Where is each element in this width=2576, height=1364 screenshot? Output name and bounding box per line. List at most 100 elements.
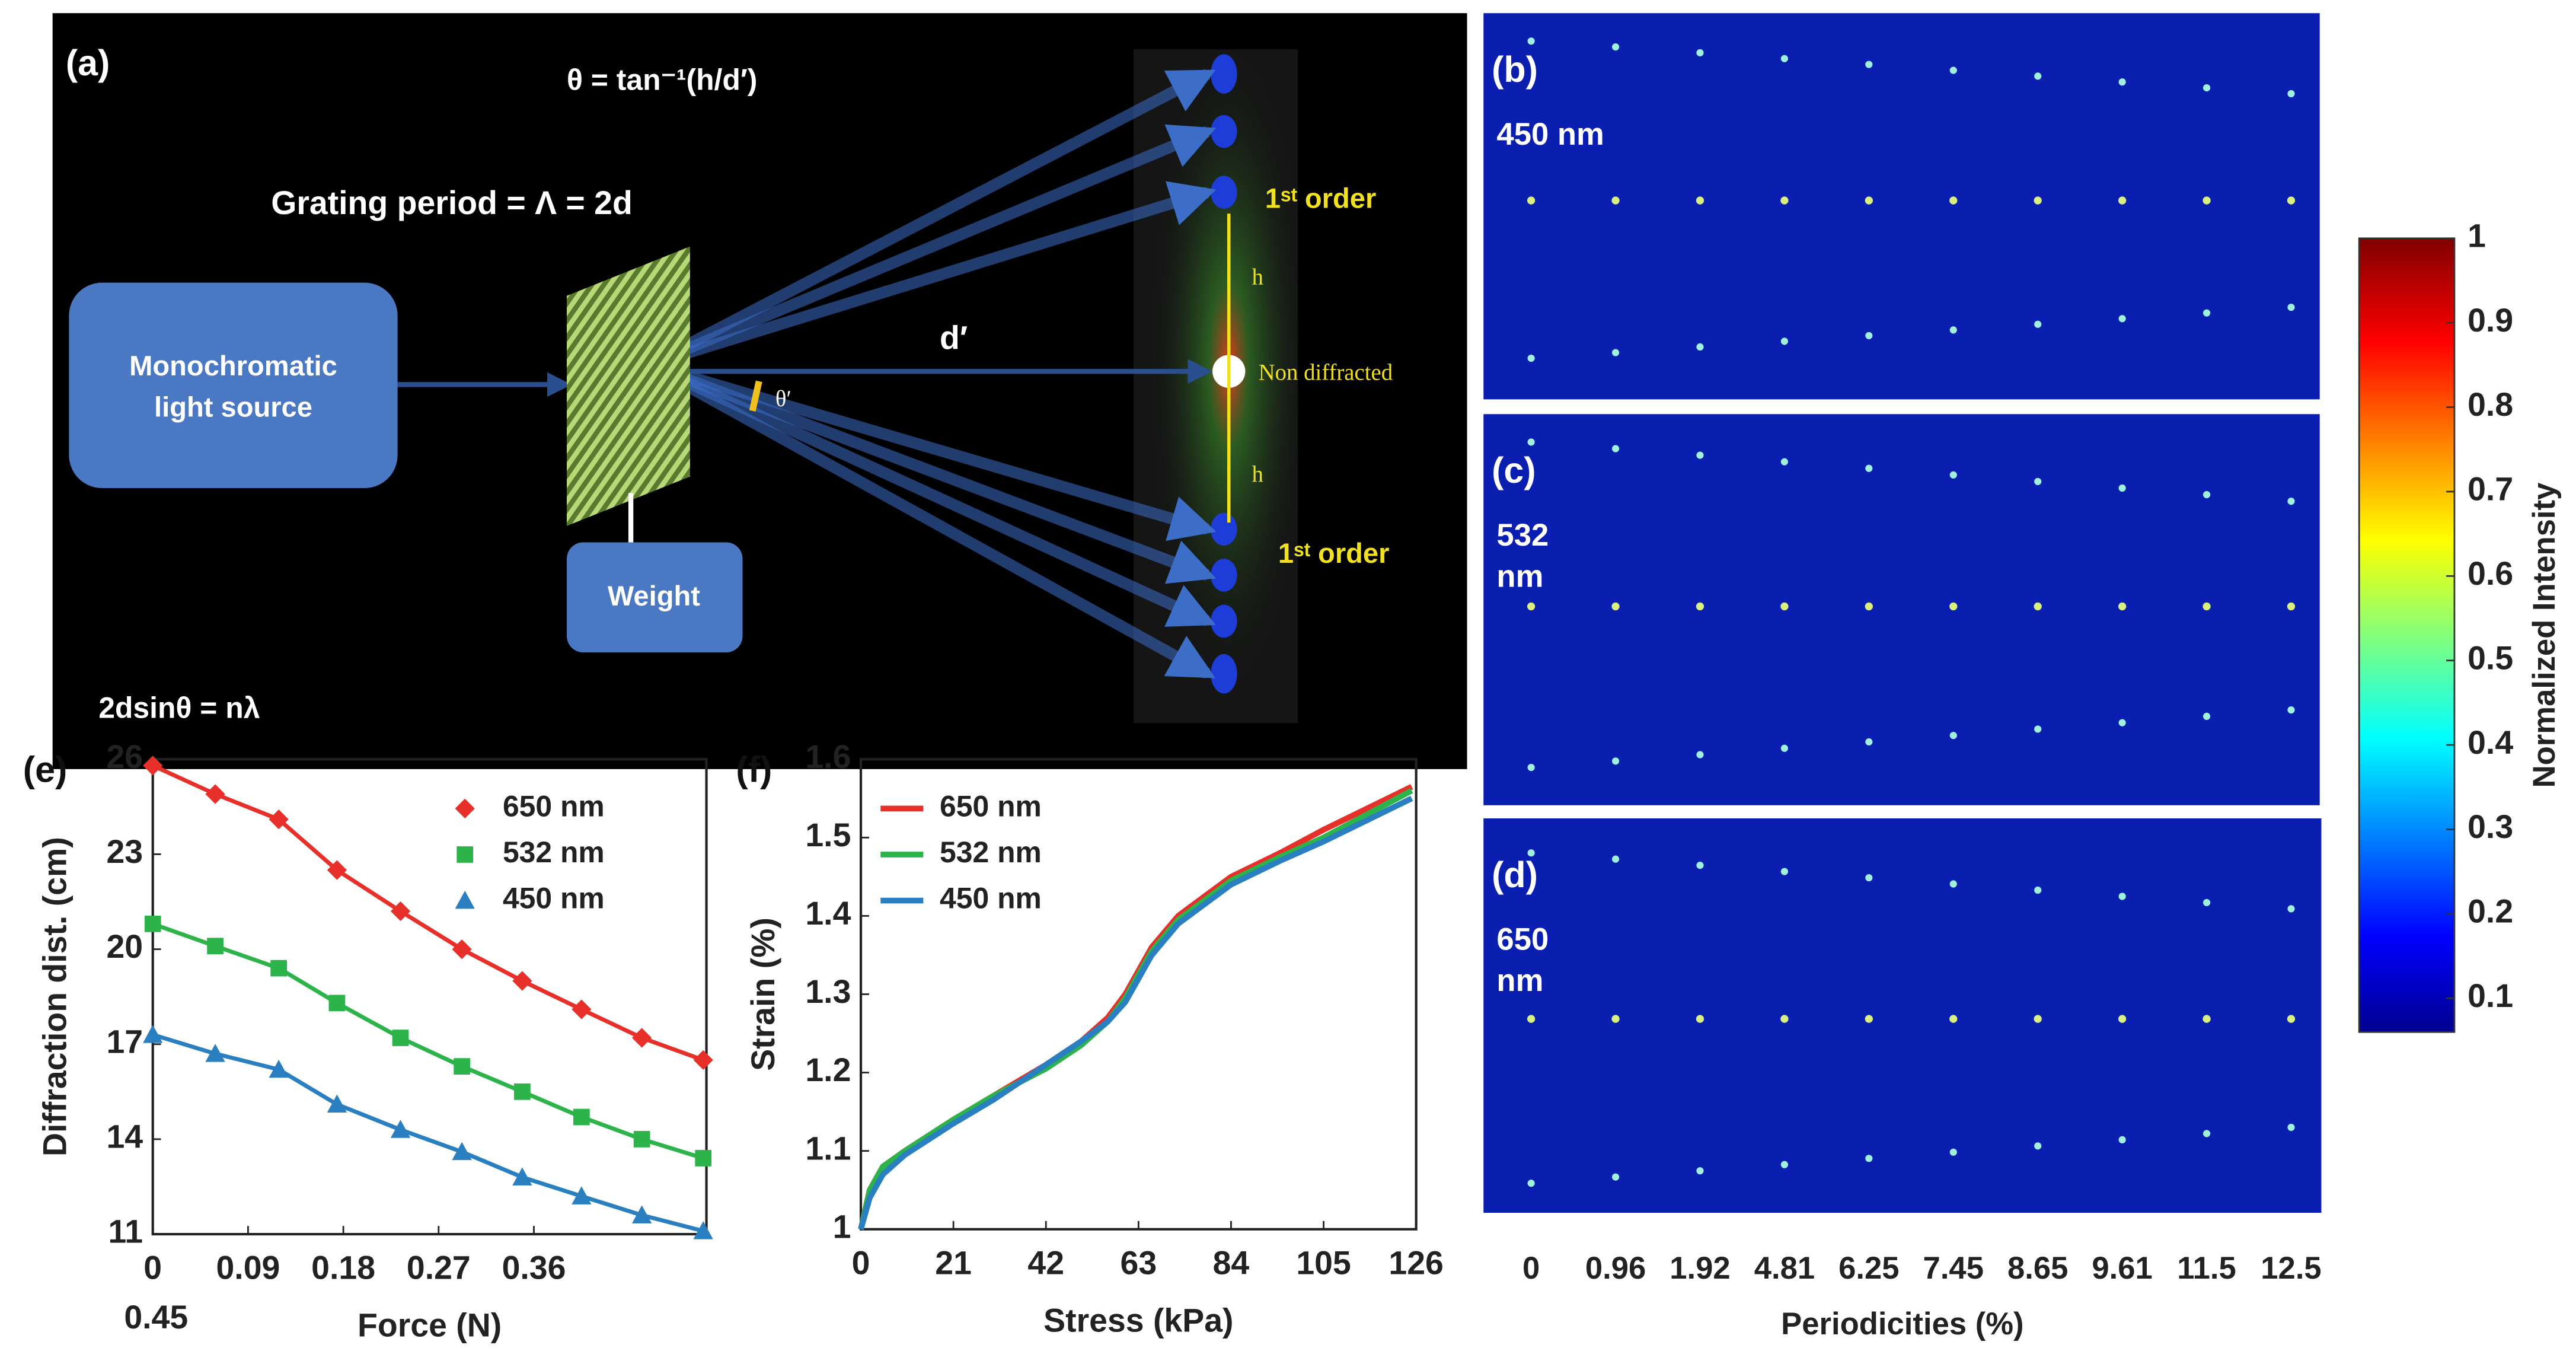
spot [1780,337,1789,345]
marker [205,1044,225,1062]
spot [2034,320,2042,328]
marker [695,1150,712,1167]
spot [2287,304,2295,311]
spot [1865,60,1873,68]
colorbar-tick-label: 0.5 [2468,639,2513,676]
marker [205,784,225,804]
y-tick-label: 17 [106,1023,143,1060]
x-tick-label: 6.25 [1838,1251,1899,1286]
marker [632,1028,652,1048]
weight-label: Weight [608,580,700,611]
wavelength-label: 650 [1496,922,1549,957]
spot [1780,55,1789,62]
spot [1611,445,1620,452]
spot [1211,604,1237,638]
x-tick-label: 0 [852,1244,870,1281]
marker [512,971,532,991]
x-tick-label: 105 [1296,1244,1351,1281]
legend-marker [457,846,474,863]
wavelength-label: 532 [1496,518,1549,553]
spot [1611,196,1620,205]
legend-label: 450 nm [940,882,1042,915]
spot [1865,196,1873,205]
panel-label: (b) [1492,49,1538,90]
y-tick-label: 1.6 [805,738,851,775]
spot [1211,176,1237,209]
spot [1527,1180,1535,1187]
x-axis-label: Periodicities (%) [1781,1306,2023,1341]
spot [2118,1015,2127,1023]
spot [1865,1155,1873,1162]
spot [1211,654,1237,694]
spot [1949,880,1957,888]
spot [2287,706,2295,714]
spot [2202,898,2211,907]
spot [2118,602,2127,611]
annotation: 0.45 [124,1299,188,1336]
x-tick-label: 12.5 [2261,1251,2321,1286]
panel-label: (a) [66,43,110,83]
spot [2034,602,2042,611]
spot [1865,1015,1873,1023]
spot [2118,719,2126,726]
marker [632,1205,652,1223]
x-tick-label: 21 [935,1244,972,1281]
spot [1949,196,1958,205]
marker [512,1167,532,1185]
beam [647,359,1217,584]
wavelength-label: nm [1496,559,1543,594]
x-tick-label: 8.65 [2007,1251,2068,1286]
spot [2118,484,2126,492]
colorbar [2358,237,2456,1033]
spot [1527,37,1535,45]
y-tick-label: 1.2 [805,1051,851,1088]
spot [2287,602,2296,611]
spot [1611,1015,1620,1023]
spot [2287,1123,2295,1132]
spot [1865,874,1873,882]
marker [327,860,347,880]
colorbar-tick-label: 0.6 [2468,555,2513,592]
y-tick-label: 1.1 [805,1130,851,1167]
spot [1696,751,1704,759]
spot [1527,196,1536,205]
x-axis-label: Force (N) [357,1307,502,1344]
x-tick-label: 126 [1388,1244,1443,1281]
spot [1949,732,1957,740]
panel-label: (f) [736,750,772,790]
spot [1696,451,1704,459]
distance-label: d′ [940,319,968,356]
spot [2287,90,2295,98]
spot [2202,309,2211,317]
legend-marker [455,798,475,818]
spot [1211,54,1237,94]
spot [2202,1015,2211,1023]
panel-label: (d) [1492,855,1538,895]
spot [1780,458,1789,466]
spot [1696,196,1704,205]
colorbar-tick-label: 0.3 [2468,808,2513,845]
x-tick-label: 42 [1027,1244,1064,1281]
spot [1696,602,1704,611]
y-tick-label: 1 [833,1208,851,1245]
spot [2202,712,2211,720]
legend-label: 450 nm [503,882,605,915]
panel-label: (c) [1492,450,1536,490]
diffraction-spots [1211,54,1237,694]
spot [2034,1015,2042,1023]
marker [573,1108,590,1126]
y-tick-label: 1.3 [805,973,851,1010]
marker [390,901,411,922]
order-label: 1ˢᵗ order [1265,183,1377,214]
spot [2287,196,2296,205]
legend-label: 650 nm [940,790,1042,823]
colorbar-label: Normalized Intensity [2527,483,2562,788]
x-tick-label: 84 [1213,1244,1250,1281]
marker [452,939,472,960]
spot [2202,491,2211,499]
spot [2034,1142,2042,1150]
x-tick-label: 0 [1522,1251,1540,1286]
source-box [69,282,398,489]
